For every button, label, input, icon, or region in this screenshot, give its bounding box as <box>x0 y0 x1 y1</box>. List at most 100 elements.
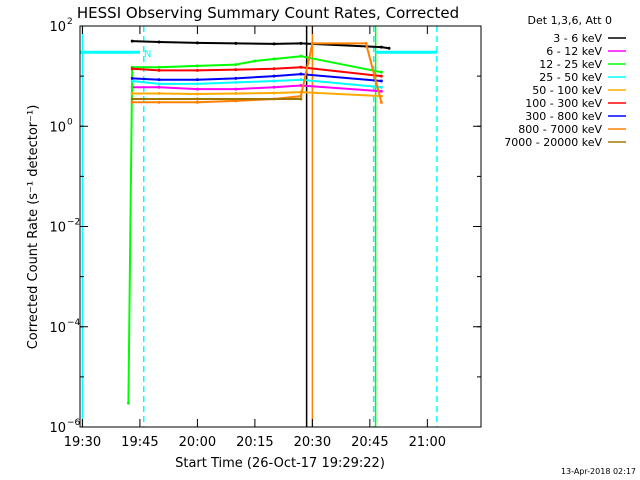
series-point-1-2 <box>195 87 199 91</box>
series-point-5-4 <box>272 67 276 71</box>
series-point-1-4 <box>272 85 276 89</box>
x-tick-label-6: 21:00 <box>409 435 446 450</box>
series-point-2-3 <box>195 64 199 68</box>
series-point-0-1 <box>157 40 161 44</box>
series-point-3-5 <box>299 78 303 82</box>
series-point-0-0 <box>130 39 134 43</box>
series-point-6-4 <box>272 74 276 78</box>
y-axis-label: Corrected Count Rate (s⁻¹ detector⁻¹) <box>26 105 41 350</box>
legend-label-0: 3 - 6 keV <box>553 32 602 45</box>
series-point-5-2 <box>195 68 199 72</box>
series-point-3-6 <box>379 85 383 89</box>
series-point-7-3 <box>234 99 238 103</box>
x-tick-label-2: 20:00 <box>179 435 216 450</box>
series-point-6-1 <box>157 78 161 82</box>
x-tick-label-5: 20:45 <box>351 435 388 450</box>
series-point-0-2 <box>195 41 199 45</box>
legend-label-3: 25 - 50 keV <box>539 71 602 84</box>
series-line-3 <box>132 78 382 89</box>
y-tick-label-exp-3: 0 <box>67 117 73 127</box>
series-point-5-3 <box>234 68 238 72</box>
legend-label-4: 50 - 100 keV <box>532 84 602 97</box>
series-line-4 <box>132 91 382 98</box>
series-point-0-4 <box>272 42 276 46</box>
legend-label-5: 100 - 300 keV <box>525 97 602 110</box>
series-point-3-2 <box>195 82 199 86</box>
y-tick-label-1: 10 <box>49 321 66 336</box>
y-tick-label-3: 10 <box>49 120 66 135</box>
legend-label-6: 300 - 800 keV <box>525 110 602 123</box>
series-point-2-7 <box>299 54 303 58</box>
series-point-8-0 <box>130 97 134 101</box>
series-point-5-0 <box>130 67 134 71</box>
series-point-7-7 <box>364 41 368 45</box>
y-tick-label-exp-0: −6 <box>67 418 81 428</box>
series-point-4-3 <box>234 92 238 96</box>
series-point-3-3 <box>234 80 238 84</box>
data-layer: N <box>80 26 438 427</box>
x-axis-label: Start Time (26-Oct-17 19:29:22) <box>175 456 385 471</box>
footer-timestamp: 13-Apr-2018 02:17 <box>561 467 636 476</box>
y-tick-label-exp-4: 2 <box>67 17 73 27</box>
attenuator-marker-label: N <box>144 49 151 60</box>
series-point-7-8 <box>379 100 383 104</box>
series-point-6-3 <box>234 76 238 80</box>
series-point-5-6 <box>379 74 383 78</box>
series-point-1-3 <box>234 87 238 91</box>
series-line-5 <box>132 66 382 78</box>
series-point-6-2 <box>195 78 199 82</box>
series-point-6-6 <box>379 79 383 83</box>
series-line-0 <box>132 40 390 50</box>
series-point-6-5 <box>299 72 303 76</box>
x-tick-label-4: 20:30 <box>294 435 331 450</box>
x-tick-label-0: 19:30 <box>64 435 101 450</box>
series-point-2-5 <box>253 59 257 63</box>
x-tick-label-1: 19:45 <box>121 435 158 450</box>
legend-label-1: 6 - 12 keV <box>546 45 602 58</box>
series-point-2-8 <box>379 70 383 74</box>
series-point-7-0 <box>130 100 134 104</box>
series-line-2 <box>127 55 382 404</box>
legend-label-2: 12 - 25 keV <box>539 58 602 71</box>
legend-label-8: 7000 - 20000 keV <box>504 136 602 149</box>
series-point-0-6 <box>379 45 383 49</box>
series-point-7-1 <box>157 100 161 104</box>
series-point-3-4 <box>272 79 276 83</box>
series-point-2-2 <box>157 65 161 69</box>
series-line-6 <box>132 73 382 82</box>
series-point-8-2 <box>299 97 303 101</box>
series-point-6-0 <box>130 76 134 80</box>
y-tick-label-0: 10 <box>49 421 66 436</box>
series-point-4-1 <box>157 92 161 96</box>
series-point-8-1 <box>195 97 199 101</box>
chart-title: HESSI Observing Summary Count Rates, Cor… <box>77 4 459 22</box>
series-point-4-0 <box>130 92 134 96</box>
series-point-1-1 <box>157 85 161 89</box>
legend-title: Det 1,3,6, Att 0 <box>528 14 612 27</box>
series-point-7-6 <box>310 41 314 45</box>
series-point-2-0 <box>126 401 130 405</box>
series-point-2-6 <box>272 57 276 61</box>
series-point-1-5 <box>299 84 303 88</box>
series-point-7-5 <box>299 94 303 98</box>
series-point-0-7 <box>387 46 391 50</box>
y-tick-label-exp-1: −4 <box>67 318 81 328</box>
series-point-4-2 <box>195 92 199 96</box>
y-tick-label-exp-2: −2 <box>67 218 80 228</box>
series-point-5-1 <box>157 68 161 72</box>
y-tick-label-2: 10 <box>49 221 66 236</box>
series-point-0-5 <box>299 41 303 45</box>
series-point-1-6 <box>379 89 383 93</box>
series-point-4-4 <box>272 91 276 95</box>
legend-label-7: 800 - 7000 keV <box>518 123 602 136</box>
series-point-5-5 <box>299 65 303 69</box>
series-line-1 <box>132 84 382 93</box>
y-tick-label-4: 10 <box>49 20 66 35</box>
series-point-2-4 <box>234 63 238 67</box>
series-point-0-3 <box>234 41 238 45</box>
series-point-3-1 <box>157 82 161 86</box>
x-tick-label-3: 20:15 <box>236 435 273 450</box>
